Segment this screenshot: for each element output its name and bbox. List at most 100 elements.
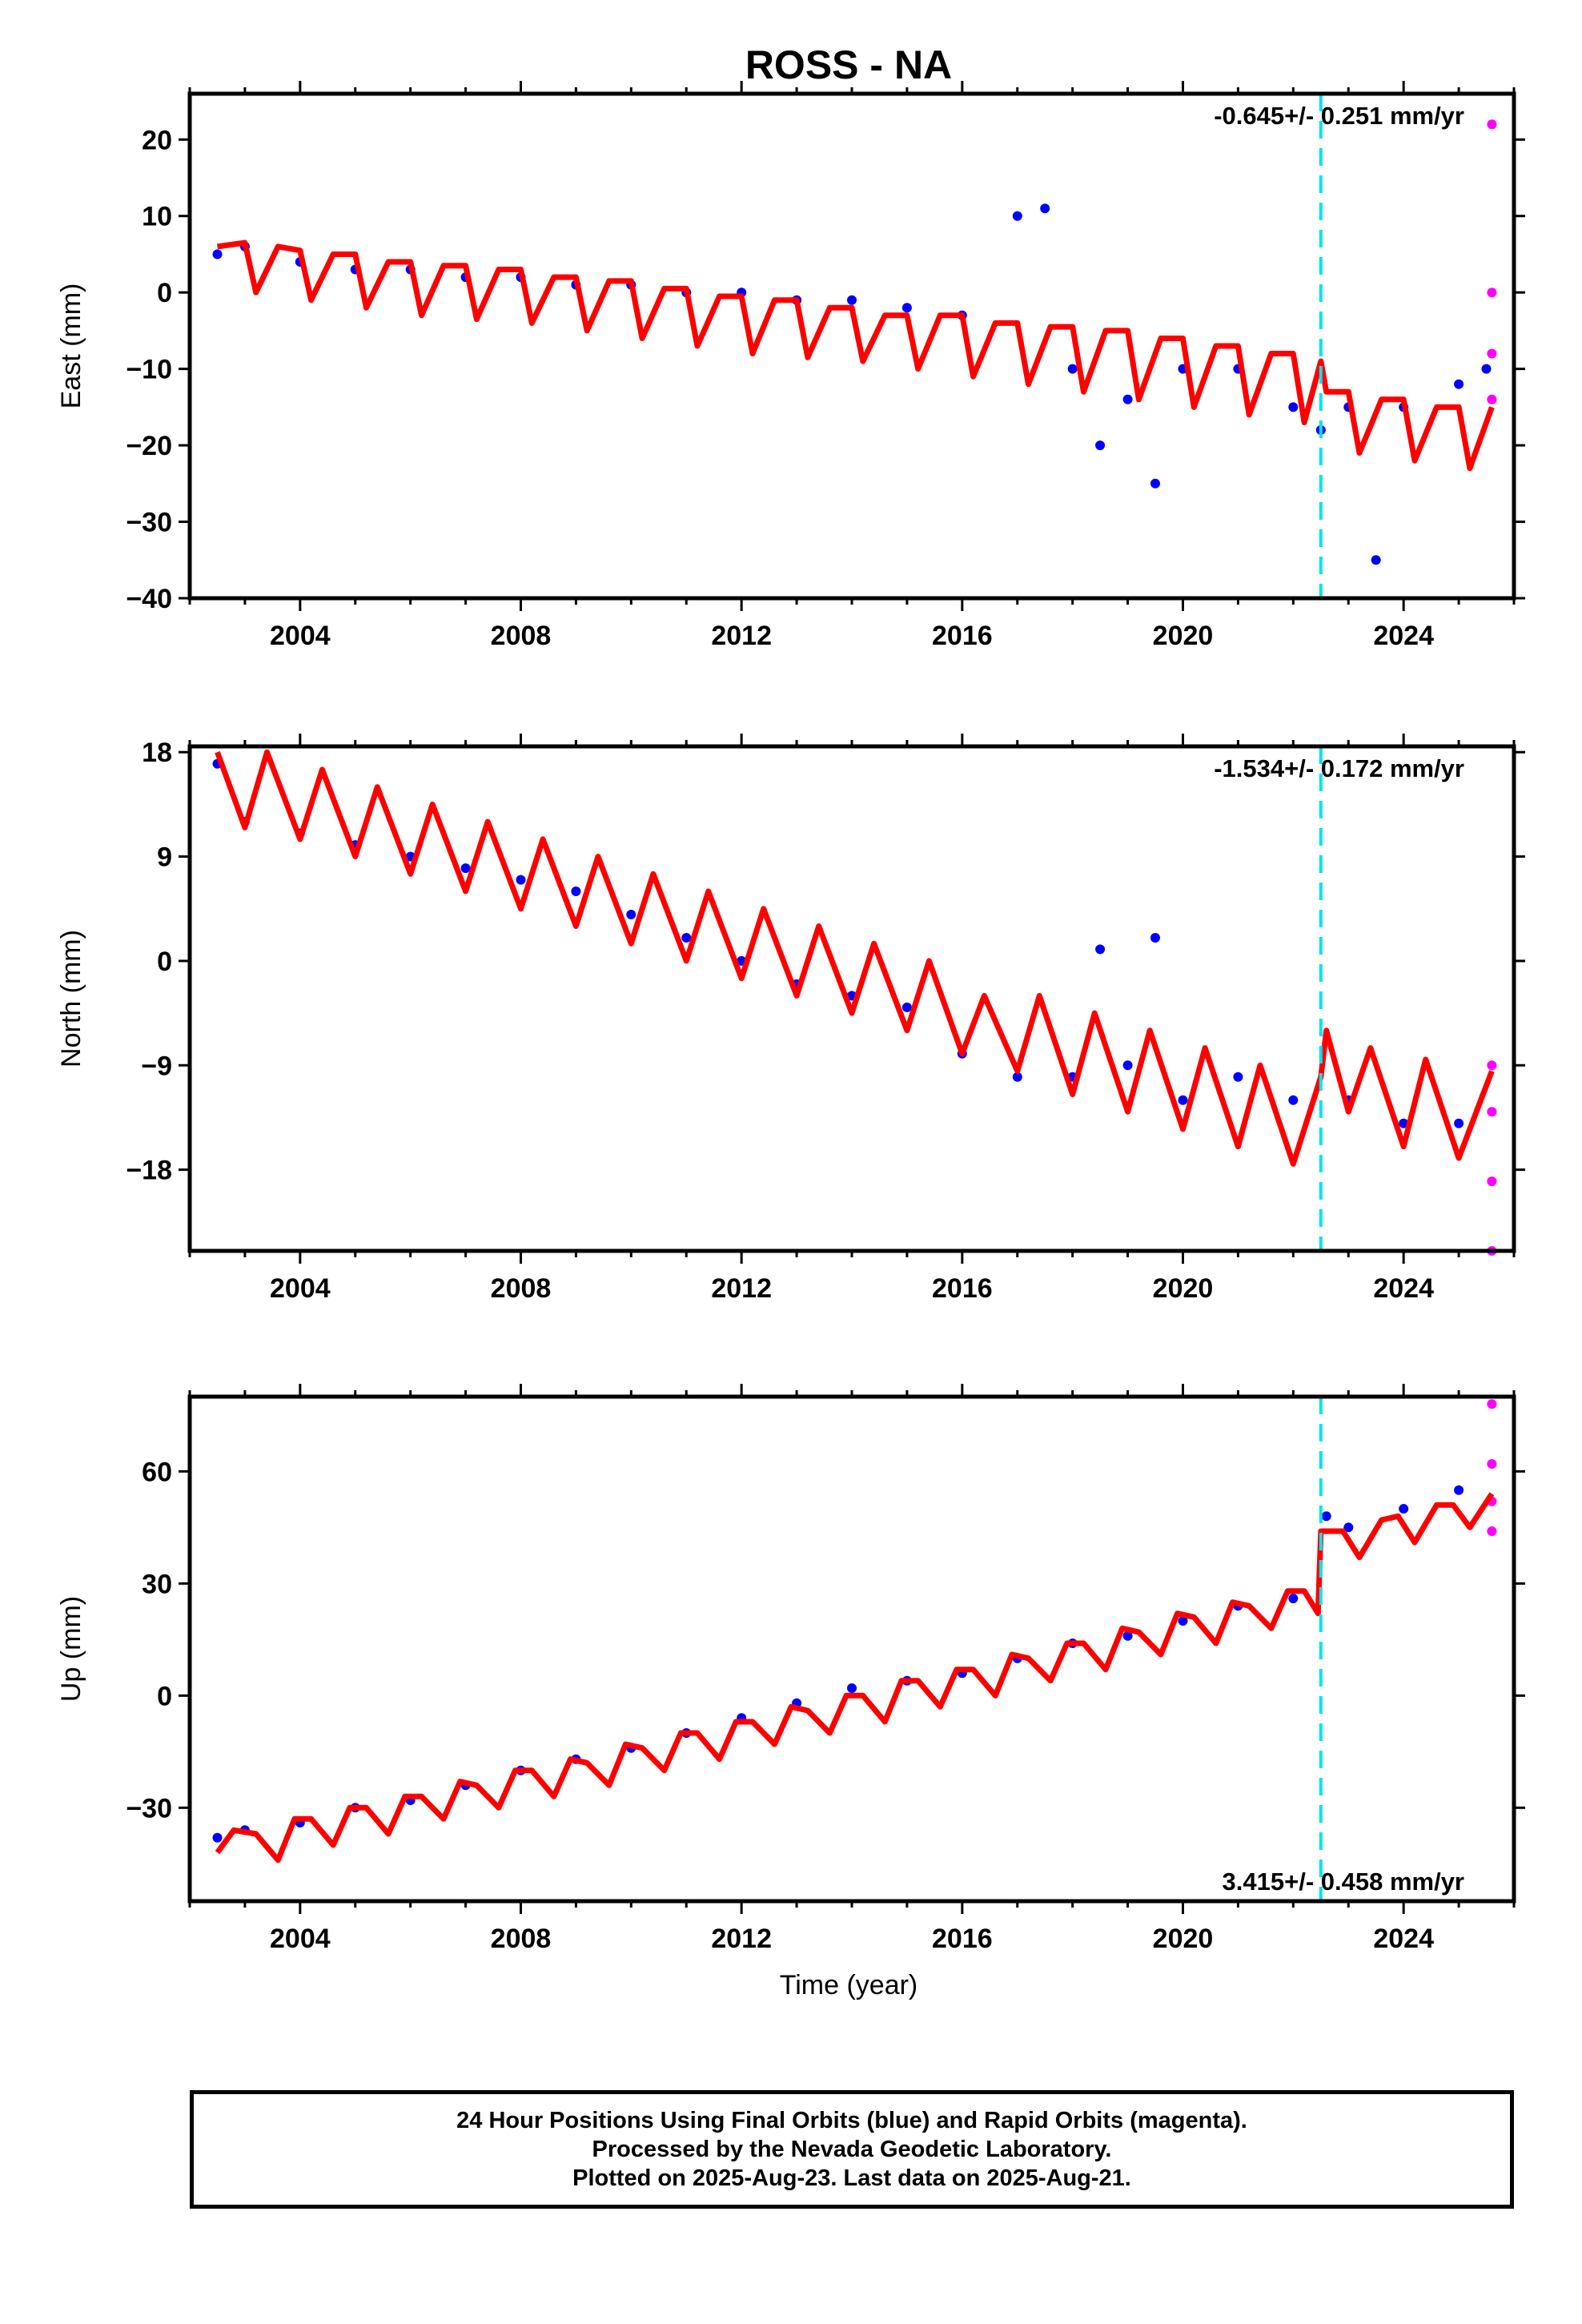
- x-tick-label: 2016: [932, 621, 993, 651]
- x-tick-label: 2012: [711, 1924, 772, 1954]
- final-point: [901, 303, 912, 313]
- y-tick-label: 0: [157, 1681, 172, 1711]
- rapid-point: [1487, 1526, 1497, 1536]
- rapid-point: [1487, 394, 1497, 404]
- final-point: [1233, 1072, 1243, 1082]
- y-tick-label: −10: [126, 355, 172, 385]
- y-axis-label: North (mm): [56, 930, 86, 1068]
- final-point: [1095, 440, 1106, 451]
- final-point: [1288, 1095, 1299, 1105]
- final-point: [1122, 1630, 1133, 1641]
- footer-line-3: Plotted on 2025-Aug-23. Last data on 202…: [572, 2165, 1131, 2191]
- y-tick-label: 10: [142, 202, 172, 232]
- final-point: [1150, 478, 1160, 489]
- model-curve: [215, 749, 1495, 1167]
- y-tick-label: −20: [126, 431, 172, 461]
- final-point: [212, 249, 223, 259]
- final-point: [1454, 1118, 1464, 1128]
- model-curve: [215, 1492, 1495, 1864]
- final-point: [1178, 1095, 1188, 1105]
- final-point: [1122, 394, 1133, 404]
- y-tick-label: 0: [157, 947, 172, 977]
- y-axis-label: East (mm): [56, 283, 86, 409]
- final-point: [1012, 1072, 1022, 1082]
- final-point: [1178, 1616, 1188, 1626]
- final-point: [1095, 944, 1106, 955]
- rapid-point: [1487, 1459, 1497, 1469]
- x-tick-label: 2024: [1373, 1924, 1434, 1954]
- final-point: [1288, 402, 1299, 412]
- plot-frame: [187, 1394, 1516, 1904]
- final-point: [1288, 1594, 1299, 1603]
- rate-annotation: -0.645+/- 0.251 mm/yr: [1214, 102, 1464, 130]
- final-point: [460, 863, 471, 874]
- final-point: [1012, 211, 1022, 221]
- rapid-point: [1487, 348, 1497, 359]
- y-tick-label: −9: [141, 1051, 172, 1081]
- rapid-point: [1487, 1176, 1497, 1187]
- x-tick-label: 2004: [270, 1924, 331, 1954]
- final-point: [1321, 1511, 1331, 1522]
- model-curve: [217, 239, 1495, 472]
- y-tick-label: 9: [157, 842, 172, 873]
- x-tick-label: 2020: [1153, 621, 1214, 651]
- final-point: [1343, 1522, 1354, 1533]
- x-tick-label: 2012: [711, 621, 772, 651]
- final-point: [847, 1683, 857, 1693]
- final-point: [1371, 555, 1381, 565]
- final-point: [571, 887, 581, 896]
- rate-annotation: 3.415+/- 0.458 mm/yr: [1223, 1868, 1464, 1896]
- final-point: [212, 1832, 223, 1843]
- rapid-point: [1487, 287, 1497, 298]
- y-tick-label: 0: [157, 278, 172, 308]
- x-tick-label: 2016: [932, 1924, 993, 1954]
- x-axis-label: Time (year): [780, 1970, 918, 2000]
- x-tick-label: 2020: [1153, 1273, 1214, 1304]
- x-tick-label: 2024: [1373, 621, 1434, 651]
- x-tick-label: 2012: [711, 1273, 772, 1304]
- y-tick-label: 18: [142, 738, 172, 768]
- x-tick-label: 2024: [1373, 1273, 1434, 1304]
- final-point: [1454, 379, 1464, 389]
- rapid-point: [1487, 1060, 1497, 1071]
- final-point: [1150, 933, 1160, 943]
- east-panel: 2004 2008 2012 2016 2020 2024 20 10 0 −10 −20 −30 −4…: [56, 81, 1525, 651]
- final-point: [681, 933, 692, 943]
- y-tick-label: −30: [126, 1793, 172, 1823]
- final-point: [847, 295, 857, 305]
- y-axis-label: Up (mm): [56, 1596, 86, 1702]
- rapid-point: [1487, 1107, 1497, 1117]
- plot-frame: [187, 91, 1516, 601]
- y-tick-label: −40: [126, 584, 172, 614]
- footer-line-1: 24 Hour Positions Using Final Orbits (bl…: [456, 2108, 1247, 2133]
- final-point: [1067, 364, 1078, 374]
- rapid-point: [1487, 119, 1497, 130]
- x-tick-label: 2008: [491, 1273, 552, 1304]
- footer-box: 24 Hour Positions Using Final Orbits (bl…: [190, 2090, 1514, 2209]
- y-tick-label: 60: [142, 1457, 172, 1487]
- x-tick-label: 2004: [270, 621, 331, 651]
- rate-annotation: -1.534+/- 0.172 mm/yr: [1214, 754, 1464, 782]
- final-point: [626, 910, 636, 919]
- rapid-point: [1487, 1399, 1497, 1409]
- footer-line-2: Processed by the Nevada Geodetic Laborat…: [592, 2137, 1112, 2162]
- final-point: [1481, 364, 1492, 374]
- final-point: [1399, 1504, 1409, 1514]
- y-tick-label: −30: [126, 508, 172, 538]
- x-tick-label: 2020: [1153, 1924, 1214, 1954]
- north-panel: 2004 2008 2012 2016 2020 2024 18 9 0 −9 −18 North (…: [56, 734, 1525, 1304]
- y-tick-label: −18: [126, 1156, 172, 1186]
- x-tick-label: 2016: [932, 1273, 993, 1304]
- final-point: [1454, 1485, 1464, 1495]
- final-point: [516, 875, 526, 885]
- final-point: [1122, 1060, 1133, 1071]
- final-point: [1040, 203, 1050, 214]
- x-tick-label: 2008: [491, 621, 552, 651]
- chart-title: ROSS - NA: [745, 42, 952, 87]
- x-tick-label: 2008: [491, 1924, 552, 1954]
- final-point: [901, 1002, 912, 1012]
- x-tick-label: 2004: [270, 1273, 331, 1304]
- y-tick-label: 30: [142, 1569, 172, 1599]
- up-panel: 2004 2008 2012 2016 2020 2024 60 30 0 −30 Up (mm) 3…: [56, 1384, 1525, 1954]
